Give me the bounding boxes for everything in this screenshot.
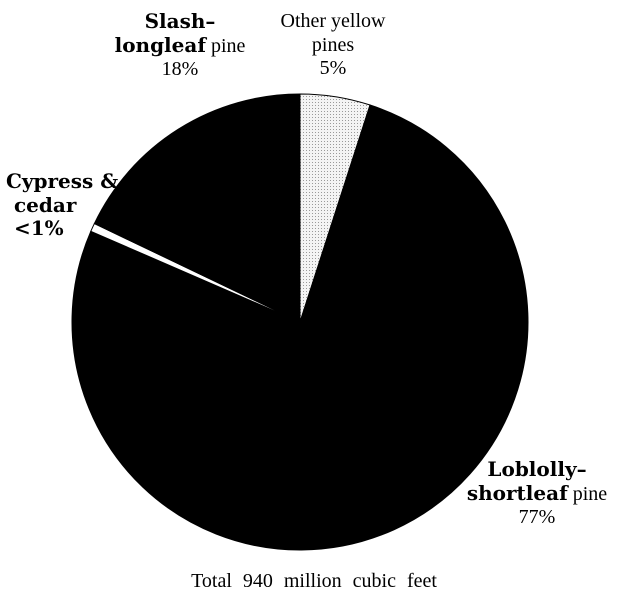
- label-slash-line2-reg: pine: [205, 34, 246, 57]
- label-other-line2: pines: [311, 33, 355, 56]
- label-slash-line1: Slash–: [144, 9, 216, 33]
- label-slash-pct: 18%: [161, 58, 199, 81]
- label-slash-line2-bold: longleaf: [114, 32, 206, 57]
- label-loblolly-line1: Loblolly–: [487, 457, 587, 481]
- label-slash-longleaf: Slash– longleaf pine 18%: [95, 9, 265, 82]
- chart-caption: Total 940 million cubic feet: [191, 570, 437, 592]
- label-cypress-line1: Cypress &: [6, 169, 119, 193]
- label-loblolly-line2-bold: shortleaf: [466, 480, 568, 505]
- label-other-line1: Other yellow: [280, 10, 386, 32]
- pie-slice-loblolly-shortleaf-pine: [71, 104, 529, 551]
- label-loblolly-pct: 77%: [518, 506, 556, 529]
- label-cypress-pct: <1%: [14, 216, 64, 241]
- label-other-yellow: Other yellow pines 5%: [258, 10, 408, 81]
- label-cypress-line2: cedar: [14, 192, 77, 217]
- label-loblolly-shortleaf: Loblolly– shortleaf pine 77%: [452, 457, 622, 530]
- label-loblolly-line2-reg: pine: [567, 482, 608, 505]
- label-other-pct: 5%: [319, 57, 347, 80]
- label-cypress-cedar: Cypress & cedar <1%: [6, 169, 119, 241]
- pie-slice-slash-longleaf-pine: [93, 93, 301, 323]
